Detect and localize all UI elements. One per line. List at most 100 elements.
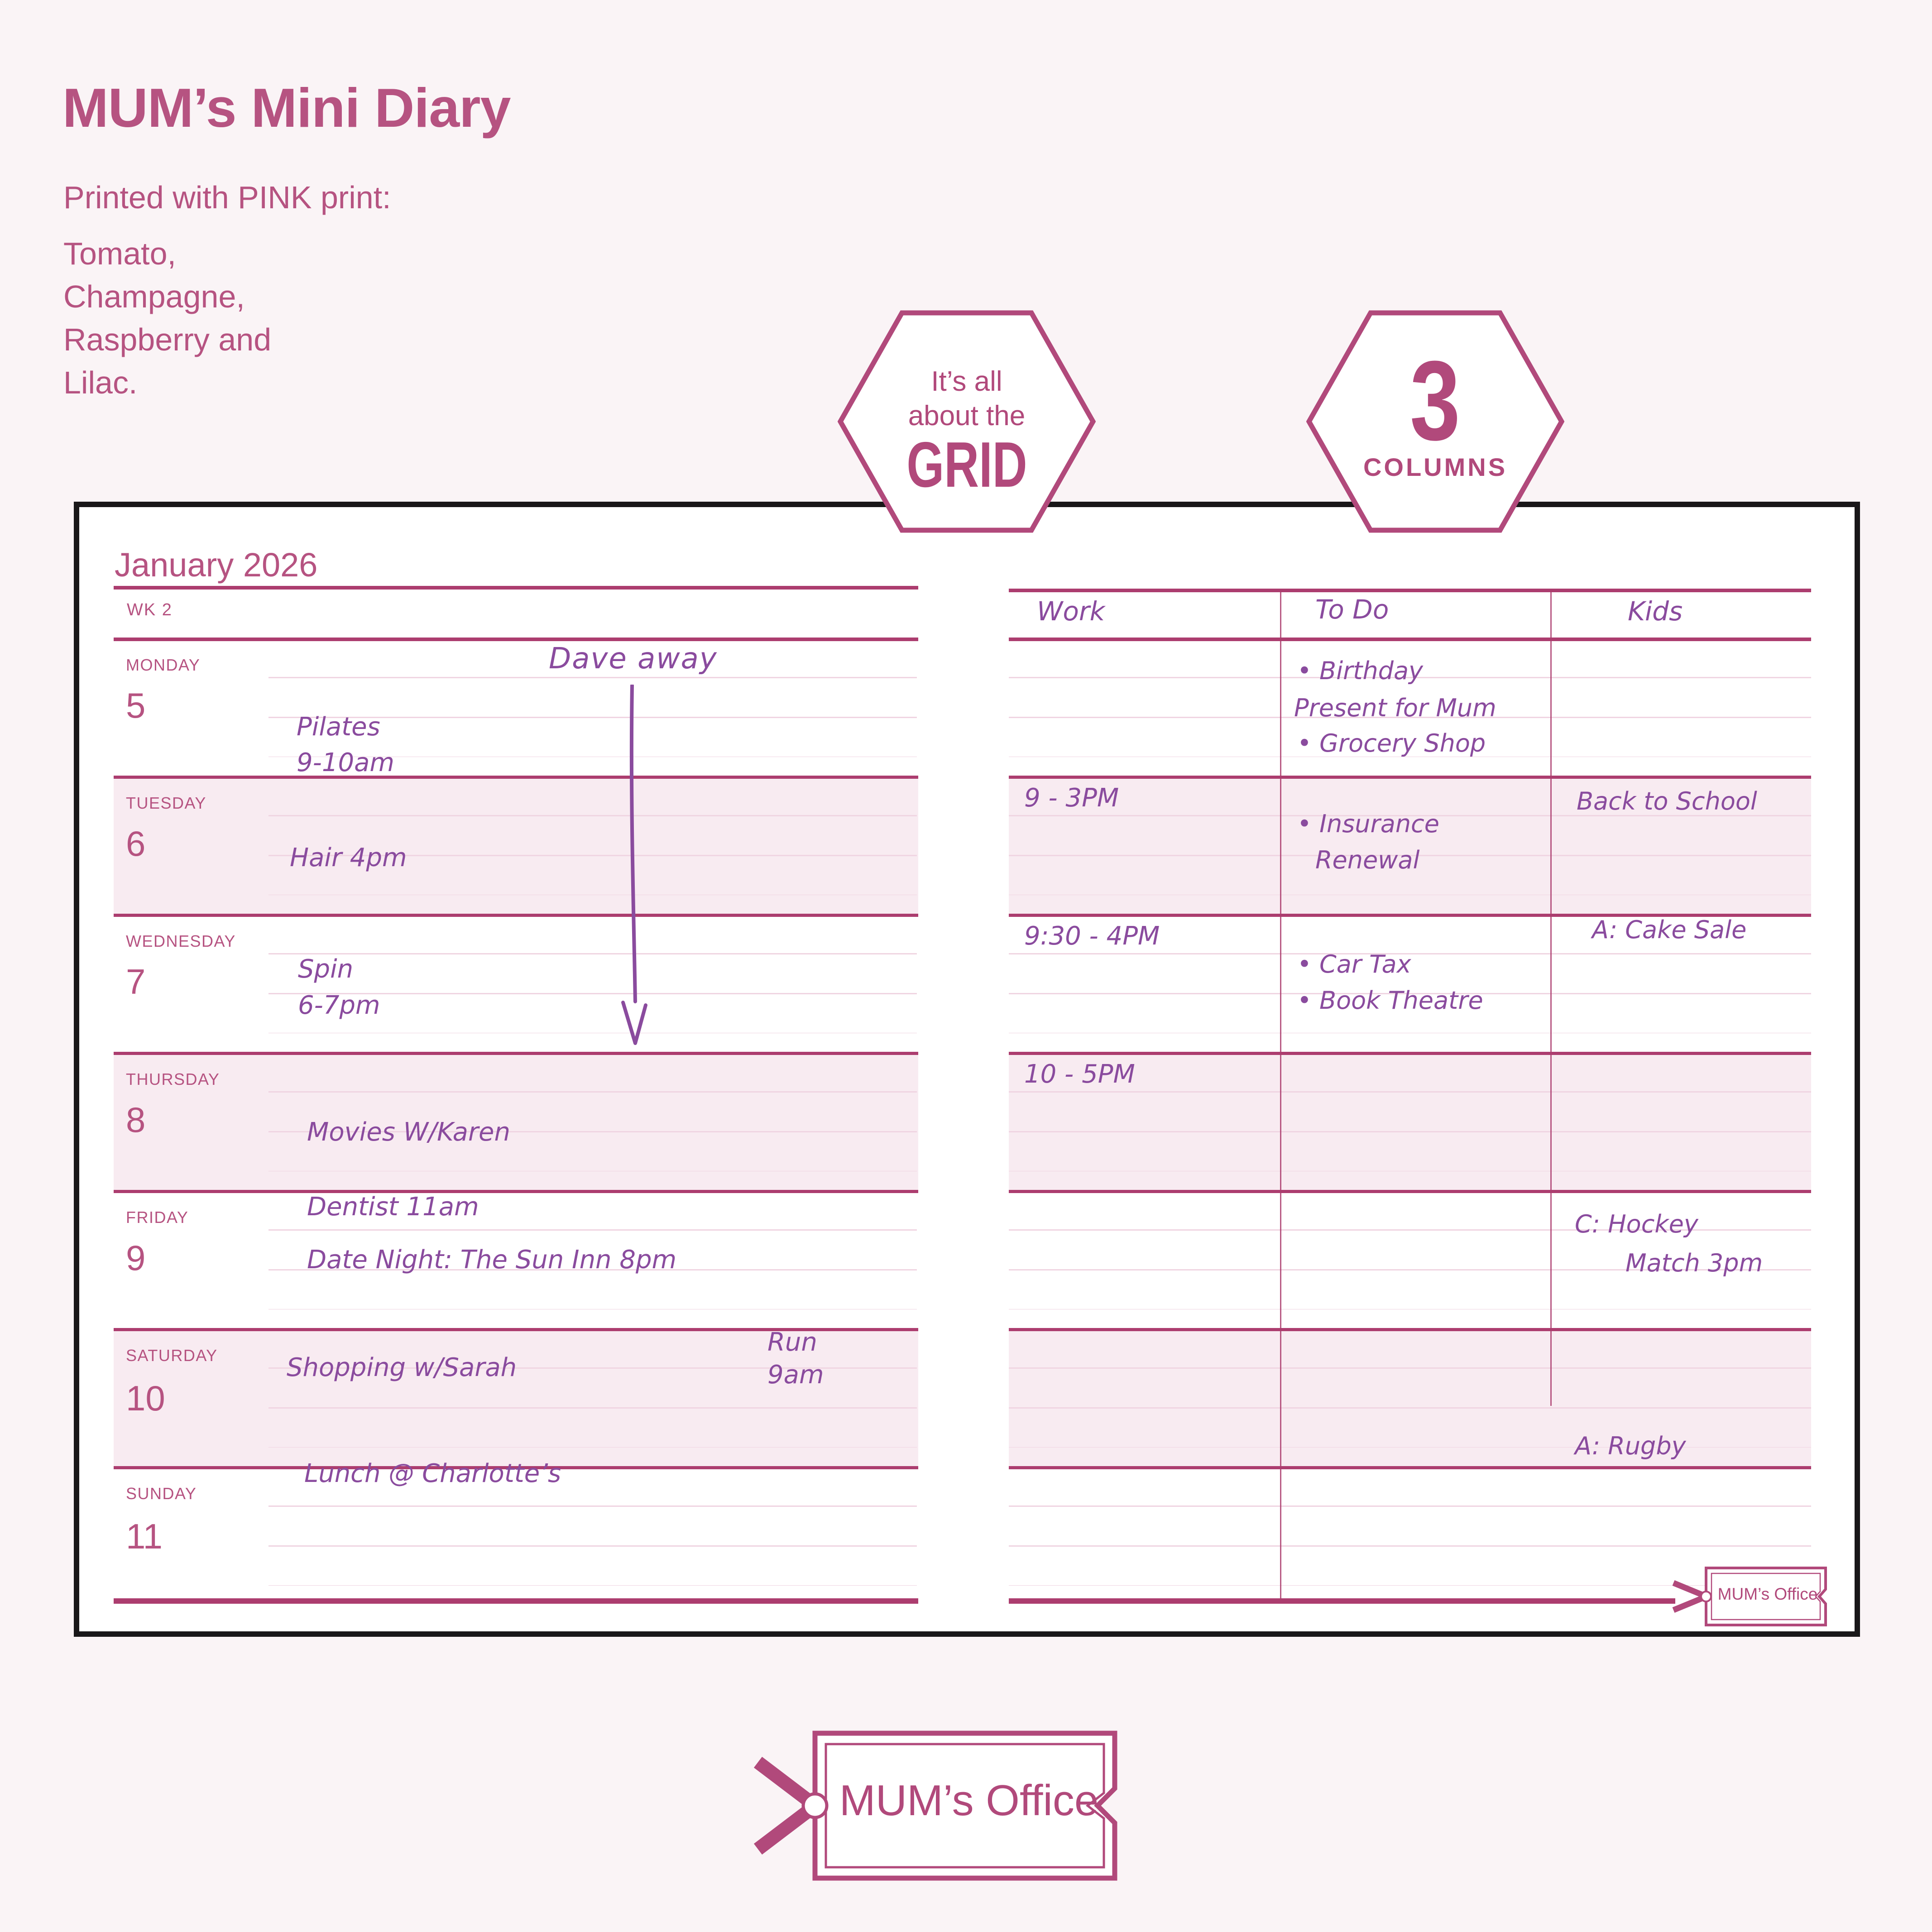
day-label-friday: FRIDAY — [126, 1208, 189, 1227]
subtitle-color-champagne: Champagne, — [63, 279, 245, 314]
day-number-thursday: 8 — [126, 1100, 146, 1140]
todo-birthday: • Birthday — [1297, 657, 1423, 685]
ruled-lines — [268, 915, 917, 1033]
entry-movies: Movies W/Karen — [307, 1117, 510, 1147]
header-rule — [114, 586, 918, 590]
kids-hockey: C: Hockey — [1575, 1210, 1698, 1238]
day-number-saturday: 10 — [126, 1378, 165, 1418]
day-number-sunday: 11 — [126, 1516, 163, 1556]
entry-pilates: Pilates — [297, 712, 380, 742]
grid-row-rule — [1009, 776, 1811, 779]
todo-car-tax: • Car Tax — [1297, 950, 1411, 978]
subtitle-intro: Printed with PINK print: — [63, 180, 391, 215]
entry-run: Run — [767, 1328, 817, 1357]
grid-row-rule — [1009, 638, 1811, 641]
entry-spin-time: 6-7pm — [298, 991, 380, 1020]
corner-tag-icon — [1672, 1567, 1827, 1626]
grid-top-rule — [1009, 589, 1811, 592]
todo-renewal: Renewal — [1315, 846, 1420, 874]
brand-tag-icon — [753, 1731, 1117, 1881]
ruled-lines — [1009, 1191, 1811, 1309]
col-header-todo: To Do — [1315, 594, 1389, 625]
day-label-sunday: SUNDAY — [126, 1484, 197, 1503]
brand-tag-label: MUM’s Office — [839, 1776, 1099, 1825]
entry-spin: Spin — [298, 954, 354, 984]
grid-bottom-rule — [1009, 1598, 1675, 1604]
entry-run-time: 9am — [767, 1360, 824, 1390]
row-rule — [114, 638, 918, 641]
subtitle-color-raspberry: Raspberry and — [63, 322, 272, 357]
grid-row-rule — [1009, 1466, 1811, 1469]
subtitle-color-lilac: Lilac. — [63, 365, 138, 400]
column-divider-work-todo — [1280, 589, 1281, 1603]
day-label-tuesday: TUESDAY — [126, 794, 206, 812]
ruled-lines — [268, 777, 917, 895]
col-header-kids: Kids — [1628, 596, 1683, 627]
column-divider-todo-kids — [1550, 589, 1552, 1406]
todo-book-theatre: • Book Theatre — [1297, 986, 1483, 1015]
grid-badge-line1: It’s all — [931, 366, 1002, 397]
day-label-wednesday: WEDNESDAY — [126, 932, 236, 950]
col-header-work: Work — [1037, 596, 1105, 627]
row-rule — [114, 776, 918, 779]
arrow-down-icon — [621, 685, 647, 1045]
month-title: January 2026 — [115, 546, 318, 584]
grid-badge-line3: GRID — [906, 429, 1027, 501]
grid-badge-line2: about the — [908, 400, 1026, 431]
entry-hair: Hair 4pm — [290, 843, 407, 873]
day-number-wednesday: 7 — [126, 962, 146, 1002]
columns-badge: 3 COLUMNS — [1306, 310, 1564, 533]
ruled-lines — [268, 1329, 917, 1448]
entry-pilates-time: 9-10am — [297, 748, 394, 777]
work-time-wednesday: 9:30 - 4PM — [1024, 921, 1160, 951]
grid-row-rule — [1009, 1052, 1811, 1055]
todo-insurance: • Insurance — [1297, 810, 1439, 838]
ruled-lines — [1009, 1053, 1811, 1171]
day-label-thursday: THURSDAY — [126, 1070, 220, 1088]
grid-badge: It’s all about the GRID — [838, 310, 1096, 533]
day-number-friday: 9 — [126, 1238, 146, 1278]
row-rule — [114, 1328, 918, 1331]
kids-cake-sale: A: Cake Sale — [1592, 916, 1747, 944]
hexagon-icon — [1306, 310, 1564, 533]
work-time-thursday: 10 - 5PM — [1024, 1059, 1135, 1089]
annotation-dave-away: Dave away — [549, 642, 718, 676]
subtitle-color-tomato: Tomato, — [63, 236, 176, 271]
columns-badge-label: COLUMNS — [1363, 453, 1508, 481]
todo-grocery: • Grocery Shop — [1297, 729, 1486, 757]
entry-lunch: Lunch @ Charlotte’s — [304, 1459, 561, 1488]
hexagon-icon — [838, 310, 1096, 533]
week-bottom-rule — [114, 1598, 918, 1604]
row-rule — [114, 914, 918, 917]
todo-present: Present for Mum — [1294, 694, 1496, 722]
grid-row-rule — [1009, 1190, 1811, 1193]
day-number-tuesday: 6 — [126, 824, 146, 863]
day-number-monday: 5 — [126, 686, 146, 725]
ruled-lines — [268, 1191, 917, 1309]
entry-date-night: Date Night: The Sun Inn 8pm — [307, 1245, 677, 1275]
entry-shopping: Shopping w/Sarah — [287, 1353, 517, 1382]
row-rule — [114, 1190, 918, 1193]
kids-rugby: A: Rugby — [1575, 1432, 1686, 1460]
ruled-lines — [1009, 638, 1811, 757]
day-label-saturday: SATURDAY — [126, 1346, 218, 1365]
day-label-monday: MONDAY — [126, 656, 201, 674]
grid-row-rule — [1009, 1328, 1811, 1331]
page-title: MUM’s Mini Diary — [62, 77, 511, 139]
columns-badge-number: 3 — [1410, 337, 1461, 464]
grid-row-rule — [1009, 914, 1811, 917]
work-time-tuesday: 9 - 3PM — [1024, 783, 1119, 813]
ruled-lines — [1009, 1467, 1811, 1586]
ruled-lines — [268, 1053, 917, 1171]
row-rule — [114, 1052, 918, 1055]
entry-dentist: Dentist 11am — [307, 1192, 479, 1222]
ruled-lines — [268, 1467, 917, 1586]
week-label: WK 2 — [127, 600, 173, 619]
row-rule — [114, 1466, 918, 1469]
ruled-lines — [1009, 777, 1811, 895]
kids-back-to-school: Back to School — [1577, 787, 1757, 815]
corner-tag-label: MUM’s Office — [1717, 1585, 1818, 1603]
ruled-lines — [1009, 1329, 1811, 1448]
ruled-lines — [1009, 915, 1811, 1033]
